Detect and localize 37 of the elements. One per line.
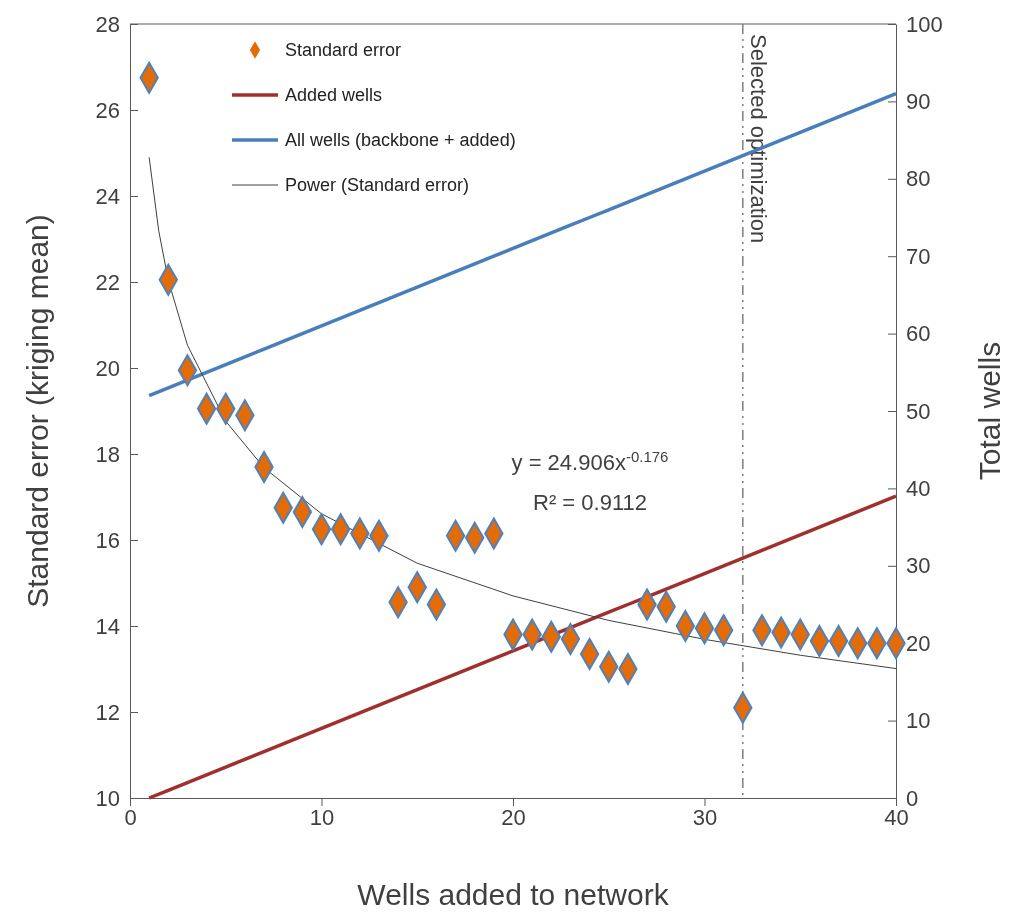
- y2-tick-label: 70: [906, 243, 931, 269]
- legend-label: Added wells: [285, 85, 383, 105]
- y-axis-title: Standard error (kriging mean): [21, 214, 54, 608]
- y-tick-label: 22: [95, 269, 120, 295]
- legend-label: All wells (backbone + added): [285, 130, 516, 150]
- y-tick-label: 16: [95, 527, 120, 553]
- y2-tick-label: 20: [906, 630, 931, 656]
- y-tick-label: 28: [95, 11, 120, 37]
- y2-tick-label: 80: [906, 166, 931, 192]
- x-tick-label: 40: [884, 804, 909, 830]
- ref-line-label: Selected optimization: [745, 34, 771, 244]
- y-tick-label: 12: [95, 699, 120, 725]
- y2-tick-label: 50: [906, 398, 931, 424]
- x-tick-label: 20: [501, 804, 526, 830]
- legend-label: Standard error: [285, 40, 402, 60]
- y-tick-label: 20: [95, 355, 120, 381]
- y2-axis-title: Total wells: [973, 341, 1006, 481]
- x-axis-title: Wells added to network: [357, 878, 670, 911]
- y2-tick-label: 90: [906, 88, 931, 114]
- x-tick-label: 30: [692, 804, 718, 830]
- x-tick-label: 0: [124, 804, 137, 830]
- x-tick-label: 10: [309, 804, 335, 830]
- y2-tick-label: 100: [906, 11, 943, 37]
- y2-tick-label: 30: [906, 553, 931, 579]
- y-tick-label: 26: [95, 97, 120, 123]
- y2-tick-label: 0: [906, 785, 919, 811]
- y2-tick-label: 60: [906, 321, 931, 347]
- legend-label: Power (Standard error): [285, 175, 470, 195]
- y-tick-label: 24: [95, 183, 120, 209]
- line-series: [147, 494, 898, 800]
- annotation: R² = 0.9112: [533, 490, 647, 515]
- y-tick-label: 10: [95, 785, 120, 811]
- y-tick-label: 14: [95, 613, 120, 639]
- y-tick-label: 18: [95, 441, 120, 467]
- annotation: y = 24.906x$^{-0.176}$: [511, 447, 669, 475]
- y2-tick-label: 10: [906, 708, 931, 734]
- y2-tick-label: 40: [906, 475, 931, 501]
